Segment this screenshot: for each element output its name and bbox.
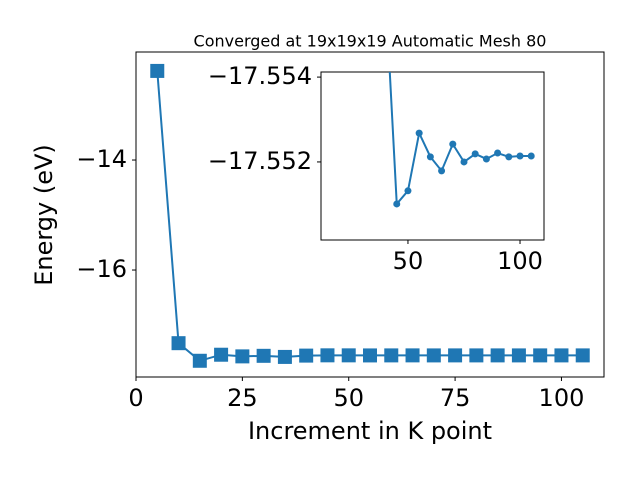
x-tick-label: 25 (227, 384, 258, 412)
marker (235, 349, 250, 364)
marker (460, 158, 468, 166)
marker (426, 348, 441, 363)
marker (554, 348, 569, 363)
marker (393, 200, 401, 208)
x-tick-label: 100 (497, 247, 543, 275)
marker (404, 187, 412, 195)
marker (277, 349, 292, 364)
y-axis-label: Energy (eV) (30, 144, 58, 286)
marker (505, 153, 513, 161)
x-axis-label: Increment in K point (248, 417, 492, 445)
y-tick-label: −17.554 (208, 62, 312, 90)
marker (299, 348, 314, 363)
series-group (150, 63, 590, 368)
y-tick-label: −17.552 (208, 147, 312, 175)
x-tick-label: 50 (333, 384, 364, 412)
marker (482, 155, 490, 163)
marker (405, 348, 420, 363)
marker (384, 348, 399, 363)
marker (533, 348, 548, 363)
marker (320, 348, 335, 363)
series-group (388, 72, 535, 208)
x-tick-label: 75 (440, 384, 471, 412)
marker (341, 348, 356, 363)
marker (363, 348, 377, 363)
x-tick-label: 100 (539, 384, 585, 412)
marker (575, 348, 590, 363)
marker (256, 348, 271, 363)
y-tick-label: −14 (76, 145, 127, 173)
marker (448, 348, 463, 363)
marker (171, 336, 186, 351)
x-tick-label: 0 (128, 384, 143, 412)
chart-title: Converged at 19x19x19 Automatic Mesh 80 (194, 32, 547, 51)
marker (516, 152, 524, 160)
marker (426, 153, 434, 161)
x-tick-label: 50 (393, 247, 424, 275)
marker (527, 152, 535, 160)
marker (192, 353, 207, 368)
marker (469, 348, 484, 363)
y-tick-label: −16 (76, 255, 127, 283)
marker (449, 140, 457, 148)
marker (494, 149, 502, 157)
marker (415, 129, 423, 137)
marker (490, 348, 505, 363)
marker (471, 150, 479, 158)
marker (511, 348, 526, 363)
marker (438, 167, 446, 175)
marker (150, 63, 165, 78)
marker (214, 347, 229, 362)
